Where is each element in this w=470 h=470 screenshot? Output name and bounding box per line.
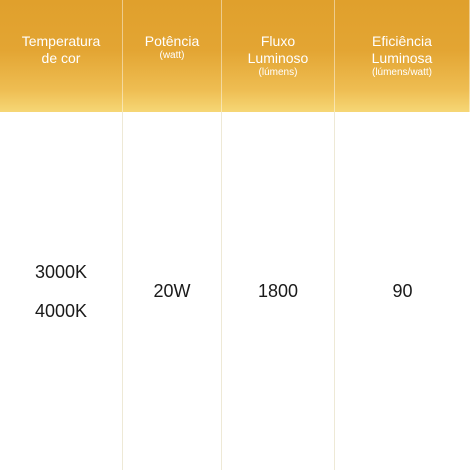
color-temperature-value: 3000K	[34, 261, 88, 282]
cell-color-temperature: 3000K 4000K	[0, 112, 123, 470]
cell-luminous-efficiency: 90	[335, 112, 470, 470]
header-power: Potência (watt)	[123, 0, 222, 112]
header-title-line: Eficiência	[372, 33, 432, 49]
cell-power: 20W	[123, 112, 222, 470]
header-title-line: Potência	[144, 33, 200, 49]
header-title-line: Temperatura	[21, 33, 101, 49]
color-temperature-value: 4000K	[34, 300, 88, 321]
header-unit: (lúmens)	[258, 67, 298, 78]
header-color-temperature: Temperatura de cor	[0, 0, 123, 112]
header-title-line: Fluxo	[260, 33, 296, 49]
flux-value: 1800	[257, 281, 299, 301]
header-title-line: de cor	[41, 50, 81, 66]
power-value: 20W	[153, 281, 191, 301]
header-unit: (lúmens/watt)	[371, 67, 432, 78]
header-title-line: Luminoso	[247, 50, 309, 66]
cell-luminous-flux: 1800	[222, 112, 335, 470]
header-luminous-flux: Fluxo Luminoso (lúmens)	[222, 0, 335, 112]
header-unit: (watt)	[159, 50, 185, 61]
efficiency-value: 90	[392, 281, 413, 301]
header-luminous-efficiency: Eficiência Luminosa (lúmens/watt)	[335, 0, 470, 112]
header-title-line: Luminosa	[371, 50, 433, 66]
